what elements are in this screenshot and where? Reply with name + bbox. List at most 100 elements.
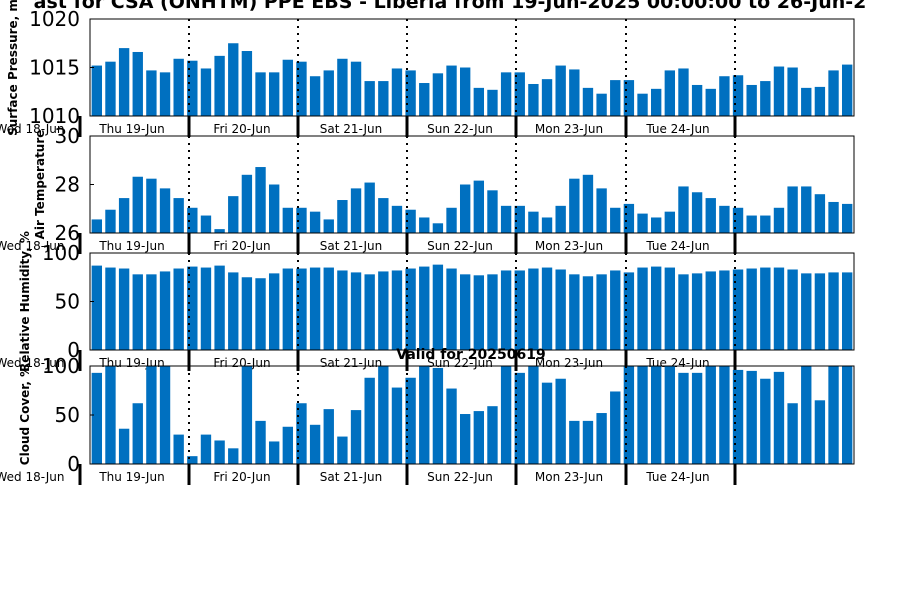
data-bar [446, 207, 457, 233]
data-bar [841, 272, 853, 350]
data-bar [732, 269, 744, 350]
data-bar [528, 366, 539, 464]
data-bar [801, 273, 812, 350]
data-bar [719, 76, 730, 116]
data-bar [323, 219, 334, 233]
x-tick-label: Mon 23-Jun [535, 470, 603, 484]
data-bar [473, 87, 485, 116]
data-bar [132, 51, 143, 117]
data-bar [637, 213, 648, 233]
data-bar [378, 81, 389, 116]
data-bar [664, 211, 676, 233]
data-bar [187, 207, 198, 233]
data-bar [214, 440, 225, 464]
data-bar [309, 211, 321, 233]
data-bar [801, 366, 812, 464]
data-bar [419, 83, 430, 116]
x-tick-label: Mon 23-Jun [535, 239, 603, 253]
data-bar [255, 278, 266, 350]
data-bar [596, 274, 607, 350]
data-bar [610, 270, 621, 350]
data-bar [678, 186, 689, 233]
data-bar [296, 207, 307, 233]
data-bar [514, 72, 525, 116]
data-bar [146, 70, 157, 116]
data-bar [650, 217, 662, 233]
data-bar [773, 66, 785, 116]
data-bar [541, 217, 553, 233]
y-tick-label: 50 [55, 403, 80, 427]
data-bar [705, 366, 716, 464]
data-bar [487, 89, 498, 116]
data-bar [787, 186, 798, 233]
data-bar [801, 186, 812, 233]
data-bar [309, 76, 321, 116]
data-bar [118, 428, 130, 464]
data-bar [828, 272, 839, 350]
data-bar [623, 80, 635, 116]
data-bar [500, 366, 512, 464]
data-bar [760, 267, 771, 350]
data-bar [582, 276, 594, 350]
data-bar [432, 223, 444, 233]
data-bar [555, 269, 566, 350]
x-tick-label: Tue 24-Jun [645, 122, 709, 136]
data-bar [132, 403, 143, 464]
data-bar [610, 207, 621, 233]
data-bar [391, 387, 403, 464]
data-bar [255, 72, 266, 116]
data-bar [732, 207, 744, 233]
data-bar [228, 43, 239, 116]
data-bar [623, 272, 635, 350]
data-bar [91, 265, 103, 350]
data-bar [309, 267, 321, 350]
data-bar [214, 55, 225, 116]
data-bar [555, 205, 566, 233]
data-bar [105, 267, 116, 350]
data-bar [841, 203, 853, 233]
data-bar [405, 268, 416, 350]
data-bar [200, 434, 212, 464]
data-bar [268, 184, 280, 233]
data-bar [159, 188, 171, 233]
data-bar [405, 209, 416, 233]
data-bar [173, 434, 184, 464]
data-bar [569, 420, 580, 464]
data-bar [691, 273, 703, 350]
data-bar [528, 211, 539, 233]
data-bar [528, 83, 539, 116]
data-bar [391, 205, 403, 233]
x-tick-label: Wed 18-Jun [0, 239, 65, 253]
data-bar [746, 268, 757, 350]
data-bar [241, 366, 253, 464]
data-bar [378, 198, 389, 233]
data-bar [514, 372, 525, 464]
data-bar [350, 410, 362, 464]
data-bar [705, 271, 716, 350]
data-bar [187, 60, 198, 116]
data-bar [91, 372, 103, 464]
data-bar [282, 426, 294, 464]
data-bar [582, 174, 594, 233]
data-bar [200, 267, 212, 350]
data-bar [500, 205, 512, 233]
data-bar [228, 272, 239, 350]
data-bar [146, 178, 157, 233]
data-bar [446, 65, 457, 116]
data-bar [364, 377, 375, 464]
data-bar [268, 72, 280, 116]
data-bar [432, 73, 444, 116]
x-tick-label: Sun 22-Jun [427, 239, 493, 253]
data-bar [296, 268, 307, 350]
data-bar [459, 67, 471, 116]
data-bar [473, 411, 485, 464]
data-bar [214, 265, 225, 350]
data-bar [705, 198, 716, 233]
data-bar [132, 176, 143, 233]
x-tick-label: Fri 20-Jun [213, 122, 270, 136]
data-bar [746, 215, 757, 233]
data-bar [828, 70, 839, 116]
data-bar [187, 266, 198, 350]
data-bar [118, 268, 130, 350]
data-bar [159, 271, 171, 350]
